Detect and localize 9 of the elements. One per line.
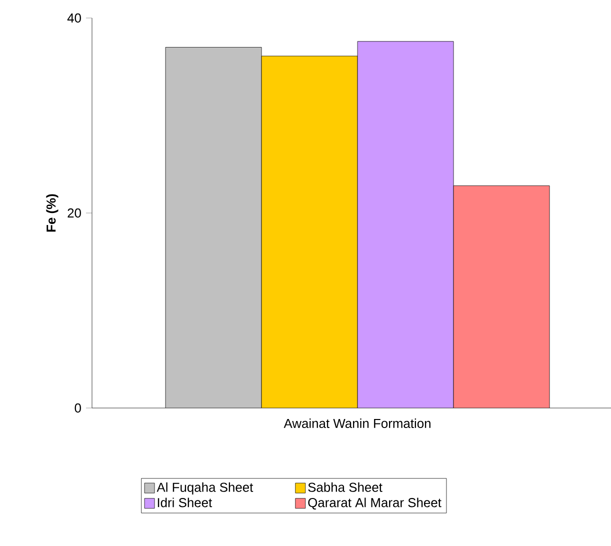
legend-label: Sabha Sheet [308, 482, 382, 492]
legend-label: Qararat Al Marar Sheet [308, 498, 442, 510]
legend-label: Al Fuqaha Sheet [156, 482, 254, 494]
y-tick-label: 40 [67, 13, 81, 23]
y-tick-label: 20 [68, 208, 81, 218]
y-tick-label: 0 [74, 403, 81, 413]
y-axis-title: Fe (%) [46, 194, 58, 232]
legend-label: Idri Sheet [158, 498, 212, 508]
x-tick-label: Awainat Wanin Formation [284, 418, 430, 428]
